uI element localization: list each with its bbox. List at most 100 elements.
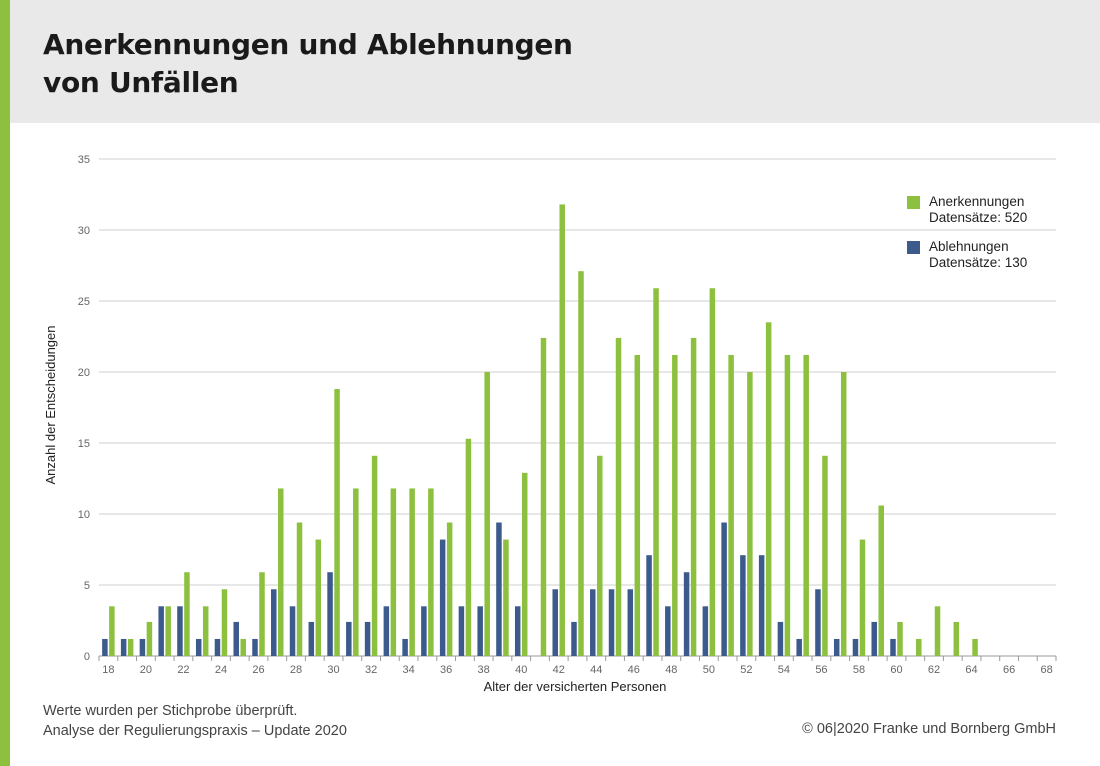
bar-anerkennungen [765,322,772,656]
x-tick-label: 60 [890,664,902,676]
footer-note-line1: Werte wurden per Stichprobe überprüft. [43,703,298,719]
bar-anerkennungen [409,488,415,656]
bar-ablehnungen [646,555,652,656]
bar-ablehnungen [346,621,352,656]
bar-anerkennungen [484,372,490,656]
x-tick-label: 50 [703,664,715,676]
x-tick-label: 62 [928,664,940,676]
chart-title-line1: Anerkennungen und Ablehnungen [43,28,573,61]
bar-ablehnungen [477,606,483,656]
grid [99,158,1056,657]
x-tick-label: 28 [290,664,302,676]
x-tick-label: 24 [215,664,227,676]
bar-ablehnungen [308,621,315,656]
bar-anerkennungen [690,337,697,656]
bar-anerkennungen [109,606,115,656]
bar-anerkennungen [334,389,340,656]
legend-swatch-ablehnungen [907,241,920,254]
bar-ablehnungen [402,638,408,656]
bar-ablehnungen [740,555,746,656]
bar-anerkennungen [578,271,584,656]
bar-anerkennungen [916,638,922,656]
legend-sub-anerkennungen: Datensätze: 520 [929,210,1027,225]
series-anerkennungen [109,204,978,656]
bar-ablehnungen [514,606,521,656]
x-tick-label: 26 [252,664,264,676]
x-tick-label: 40 [515,664,527,676]
y-axis-ticks: 0 5 10 15 20 25 30 35 [78,154,90,663]
bar-ablehnungen [665,606,671,656]
legend-swatch-anerkennungen [907,196,920,209]
bar-anerkennungen [934,606,941,656]
y-tick-label: 30 [78,225,90,237]
x-tick-label: 66 [1003,664,1015,676]
bar-anerkennungen [653,288,659,656]
x-axis: 18 20 22 24 26 28 30 32 34 36 38 40 42 44 46 48 50 52 54 56… [98,656,1057,676]
bar-ablehnungen [327,572,333,656]
x-tick-label: 54 [778,664,790,676]
bar-ablehnungen [721,522,727,656]
bar-anerkennungen [221,589,228,656]
bar-anerkennungen [202,606,209,656]
bar-ablehnungen [177,606,183,656]
bar-anerkennungen [315,539,322,656]
bar-ablehnungen [158,606,164,656]
x-tick-label: 68 [1040,664,1052,676]
y-tick-label: 10 [78,509,90,521]
y-tick-label: 15 [78,438,90,450]
bar-ablehnungen [571,621,577,656]
x-tick-label: 30 [327,664,339,676]
chart-title: Anerkennungen und Ablehnungen von Unfäll… [43,26,573,102]
bar-anerkennungen [878,505,884,656]
footer-note-line2: Analyse der Regulierungspraxis – Update … [43,723,347,739]
bar-anerkennungen [428,488,434,656]
accent-bar [0,0,10,766]
bar-ablehnungen [496,522,502,656]
bar-anerkennungen [259,572,265,656]
bar-ablehnungen [815,589,821,656]
bar-anerkennungen [972,638,978,656]
bar-anerkennungen [634,354,641,656]
bar-anerkennungen [540,337,547,656]
x-tick-label: 44 [590,664,602,676]
bar-ablehnungen [608,589,615,656]
x-tick-label: 48 [665,664,677,676]
x-tick-label: 20 [140,664,152,676]
bar-anerkennungen [296,522,303,656]
bar-anerkennungen [240,638,246,656]
bar-ablehnungen [421,606,427,656]
series-ablehnungen [102,522,896,656]
bar-ablehnungen [758,555,765,656]
x-tick-label: 64 [965,664,977,676]
bar-anerkennungen [803,354,809,656]
bar-anerkennungen [353,488,359,656]
footer-notes: Werte wurden per Stichprobe überprüft. A… [43,701,347,741]
bar-anerkennungen [859,539,866,656]
x-tick-label: 36 [440,664,452,676]
bar-anerkennungen [559,204,565,656]
legend-label-anerkennungen: Anerkennungen [929,194,1024,209]
bar-ablehnungen [702,606,709,656]
x-tick-label: 34 [402,664,414,676]
bar-anerkennungen [615,337,622,656]
bar-anerkennungen [371,455,378,656]
bar-ablehnungen [627,589,634,656]
header: Anerkennungen und Ablehnungen von Unfäll… [10,0,1100,123]
x-axis-label: Alter der versicherten Personen [484,679,667,694]
y-axis-label: Anzahl der Entscheidungen [43,325,58,484]
bar-anerkennungen [184,572,190,656]
y-tick-label: 20 [78,367,90,379]
bar-anerkennungen [784,354,791,656]
bar-ablehnungen [890,638,896,656]
chart-title-line2: von Unfällen [43,66,239,99]
bar-ablehnungen [102,638,108,656]
bar-anerkennungen [446,522,453,656]
y-tick-label: 25 [78,296,90,308]
bar-ablehnungen [289,606,296,656]
bar-anerkennungen [465,438,472,656]
bar-ablehnungen [871,621,877,656]
bar-ablehnungen [458,606,465,656]
x-tick-label: 42 [553,664,565,676]
bar-ablehnungen [383,606,390,656]
bar-ablehnungen [590,589,596,656]
